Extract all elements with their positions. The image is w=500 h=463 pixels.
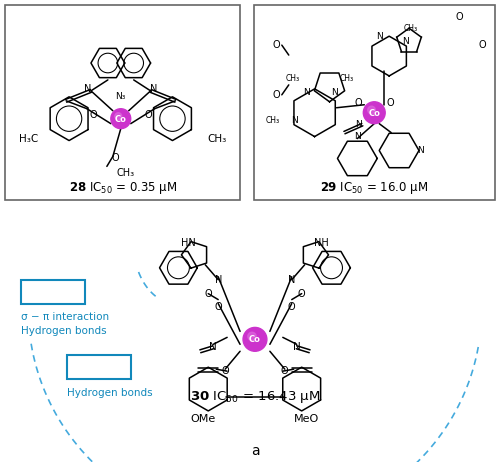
Text: NH: NH xyxy=(314,238,329,248)
Text: N: N xyxy=(292,116,298,125)
Text: a: a xyxy=(250,444,260,458)
Text: OMe: OMe xyxy=(190,414,216,424)
Text: Hydrogen bonds: Hydrogen bonds xyxy=(22,326,107,337)
Text: O: O xyxy=(112,153,120,163)
Circle shape xyxy=(368,106,376,114)
Text: N: N xyxy=(150,84,158,94)
Circle shape xyxy=(111,109,130,129)
Text: MeO: MeO xyxy=(294,414,320,424)
Text: N: N xyxy=(355,120,362,129)
Text: CH₃: CH₃ xyxy=(404,24,418,33)
Text: CH₃: CH₃ xyxy=(340,75,353,83)
Text: CH₃: CH₃ xyxy=(266,116,280,125)
Text: N: N xyxy=(288,275,296,285)
Text: N: N xyxy=(210,342,217,352)
FancyBboxPatch shape xyxy=(254,6,494,200)
Text: N: N xyxy=(354,132,360,141)
Text: O: O xyxy=(272,90,280,100)
Text: Co: Co xyxy=(249,335,261,344)
Text: N: N xyxy=(331,88,338,97)
Text: N: N xyxy=(304,88,310,97)
Text: Asp494: Asp494 xyxy=(32,287,74,297)
Text: N: N xyxy=(84,84,91,94)
Text: O: O xyxy=(272,40,280,50)
Text: σ − π interaction: σ − π interaction xyxy=(22,313,110,323)
Text: N: N xyxy=(376,31,382,41)
Circle shape xyxy=(248,332,256,341)
Text: N: N xyxy=(214,275,222,285)
Text: CH₃: CH₃ xyxy=(116,169,135,178)
Text: O: O xyxy=(214,301,222,312)
Text: O: O xyxy=(386,98,394,108)
Text: O: O xyxy=(288,301,296,312)
Text: Co: Co xyxy=(368,109,380,118)
Text: O: O xyxy=(204,288,212,299)
Text: O: O xyxy=(222,366,229,376)
Text: HN: HN xyxy=(181,238,196,248)
Text: O: O xyxy=(456,13,464,22)
FancyBboxPatch shape xyxy=(6,6,240,200)
Text: $\mathbf{29}$ IC$_{50}$ = 16.0 μM: $\mathbf{29}$ IC$_{50}$ = 16.0 μM xyxy=(320,180,428,196)
Text: N: N xyxy=(402,37,408,46)
Text: O: O xyxy=(89,110,97,120)
Text: H₃C: H₃C xyxy=(20,133,38,144)
Text: O: O xyxy=(298,288,306,299)
Circle shape xyxy=(364,102,385,124)
Text: $\mathbf{30}$ IC$_{50}$ = 16.43 μM: $\mathbf{30}$ IC$_{50}$ = 16.43 μM xyxy=(190,389,320,405)
Circle shape xyxy=(115,113,122,119)
Text: N: N xyxy=(418,146,424,155)
Text: N: N xyxy=(293,342,300,352)
Text: $\mathbf{28}$ IC$_{50}$ = 0.35 μM: $\mathbf{28}$ IC$_{50}$ = 0.35 μM xyxy=(68,180,177,196)
Text: Co: Co xyxy=(115,115,126,124)
Text: Hydrogen bonds: Hydrogen bonds xyxy=(67,388,152,398)
Text: Asp602: Asp602 xyxy=(78,362,120,372)
Text: CH₃: CH₃ xyxy=(207,133,226,144)
Text: O: O xyxy=(281,366,288,376)
Circle shape xyxy=(243,327,267,351)
Text: N₃: N₃ xyxy=(116,92,126,101)
Text: O: O xyxy=(145,110,152,120)
Text: O: O xyxy=(479,40,486,50)
Text: O: O xyxy=(354,98,362,108)
FancyBboxPatch shape xyxy=(67,355,130,379)
FancyBboxPatch shape xyxy=(22,280,85,304)
Text: CH₃: CH₃ xyxy=(286,75,300,83)
